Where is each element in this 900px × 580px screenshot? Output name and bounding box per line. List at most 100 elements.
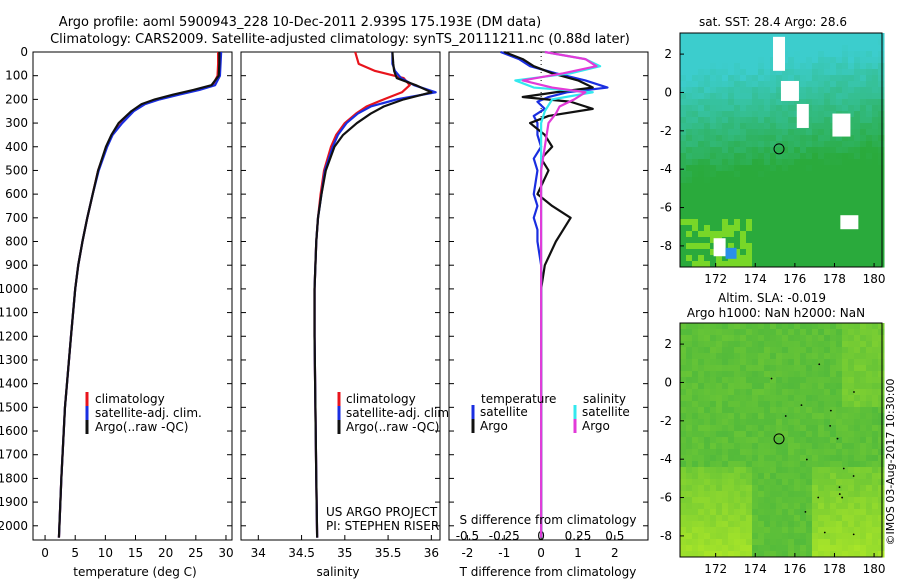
map-cell [698, 353, 705, 360]
map-cell [866, 335, 873, 342]
map-cell [758, 201, 765, 208]
map-cell [788, 467, 795, 474]
map-cell [842, 353, 849, 360]
map-cell [704, 545, 711, 552]
map-cell [830, 449, 837, 456]
map-cell [782, 45, 789, 52]
map-cell [686, 195, 693, 202]
map-cell [806, 141, 813, 148]
map-cell [710, 443, 717, 450]
map-cell [716, 195, 723, 202]
map-cell [776, 81, 783, 88]
map-cell [680, 63, 687, 70]
map-cell [776, 117, 783, 124]
map-cell [824, 353, 831, 360]
map-cell [818, 123, 825, 130]
map-cell [758, 99, 765, 106]
map-cell [812, 395, 819, 402]
map-cell [704, 455, 711, 462]
map-cell [680, 135, 687, 142]
map-cell [854, 365, 861, 372]
map-cell [728, 323, 735, 330]
map-cell [818, 521, 825, 528]
map-cell [722, 395, 729, 402]
map-cell [806, 231, 813, 238]
map-cell [764, 509, 771, 516]
cloud-mask [773, 36, 786, 71]
map-cell [776, 383, 783, 390]
map-cell [680, 123, 687, 130]
map-cell [860, 261, 867, 268]
map-cell [788, 377, 795, 384]
map-cell [836, 425, 843, 432]
map-cell [836, 219, 843, 226]
map-cell [872, 171, 879, 178]
map-cell [710, 545, 717, 552]
map-cell [698, 395, 705, 402]
map-cell [800, 419, 807, 426]
map-cell [734, 195, 741, 202]
map-cell [794, 63, 801, 70]
map-cell [740, 129, 747, 136]
map-cell [782, 407, 789, 414]
map-cell [752, 51, 759, 58]
map-cell [692, 389, 699, 396]
map-cell [686, 81, 693, 88]
lat-tick-label: -8 [660, 239, 672, 253]
map-cell [740, 323, 747, 330]
map-cell [680, 147, 687, 154]
map-cell [758, 153, 765, 160]
map-cell [746, 261, 753, 268]
map-cell [860, 183, 867, 190]
map-cell [698, 135, 705, 142]
map-cell [872, 407, 879, 414]
map-cell [776, 371, 783, 378]
map-cell [878, 225, 885, 232]
map-cell [710, 419, 717, 426]
map-cell [818, 69, 825, 76]
map-cell [692, 153, 699, 160]
map-cell [734, 401, 741, 408]
map-cell [836, 497, 843, 504]
map-cell [788, 527, 795, 534]
map-cell [722, 347, 729, 354]
map-cell [830, 249, 837, 256]
map-cell [824, 419, 831, 426]
map-cell [818, 171, 825, 178]
map-cell [812, 323, 819, 330]
map-cell [710, 159, 717, 166]
map-cell [770, 231, 777, 238]
map-cell [764, 195, 771, 202]
map-cell [794, 129, 801, 136]
map-cell [866, 515, 873, 522]
map-cell [830, 237, 837, 244]
map-cell [830, 189, 837, 196]
map-cell [710, 407, 717, 414]
map-cell [866, 443, 873, 450]
map-cell [704, 111, 711, 118]
map-cell [698, 407, 705, 414]
map-cell [752, 527, 759, 534]
map-cell [770, 389, 777, 396]
map-cell [686, 365, 693, 372]
map-cell [680, 485, 687, 492]
map-cell [680, 117, 687, 124]
map-cell [842, 545, 849, 552]
map-cell [824, 551, 831, 558]
map-cell [842, 201, 849, 208]
cloud-mask [713, 238, 726, 257]
map-cell [836, 87, 843, 94]
map-cell [872, 527, 879, 534]
map-cell [842, 177, 849, 184]
map-cell [710, 237, 717, 244]
map-cell [728, 33, 735, 40]
map-cell [794, 419, 801, 426]
map-cell [770, 377, 777, 384]
map-cell [812, 509, 819, 516]
map-cell [752, 425, 759, 432]
map-cell [710, 341, 717, 348]
map-cell [860, 201, 867, 208]
map-cell [824, 377, 831, 384]
map-cell [710, 413, 717, 420]
map-cell [800, 33, 807, 40]
